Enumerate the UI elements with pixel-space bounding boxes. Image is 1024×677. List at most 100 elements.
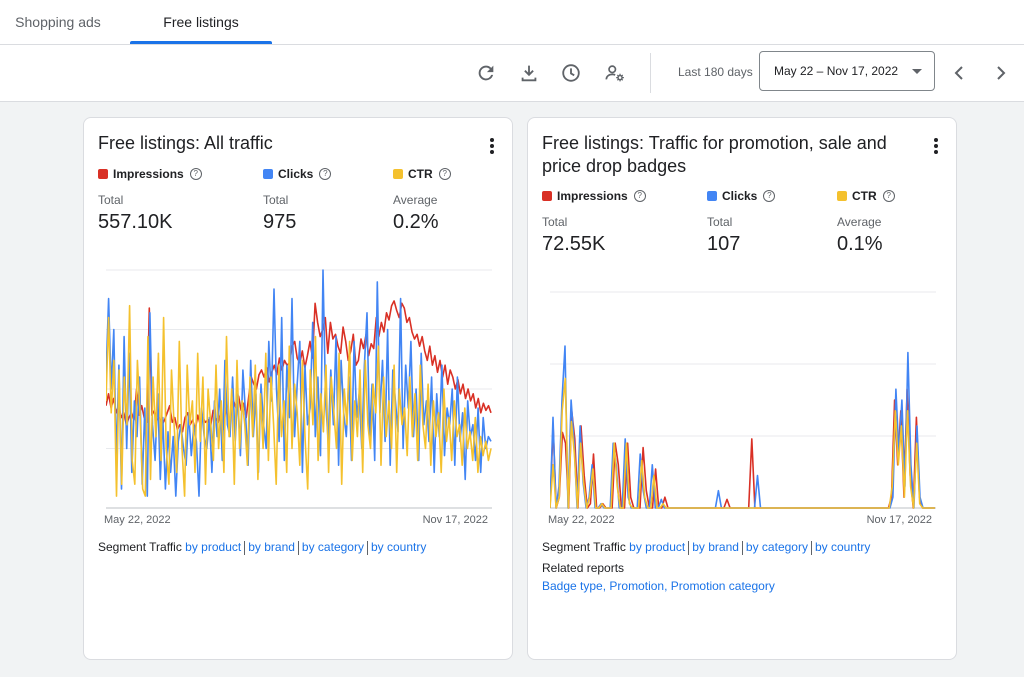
dropdown-arrow-icon bbox=[912, 69, 922, 74]
chevron-left-icon bbox=[954, 66, 963, 80]
series-line-ctr bbox=[106, 304, 492, 497]
series-line-clicks bbox=[106, 269, 492, 497]
active-tab-indicator bbox=[130, 41, 272, 44]
metric-value: 0.2% bbox=[393, 211, 439, 233]
download-button[interactable] bbox=[517, 61, 541, 85]
link-badge-type[interactable]: Badge type bbox=[542, 579, 603, 593]
tab-shopping-ads[interactable]: Shopping ads bbox=[0, 0, 116, 44]
link-by-product[interactable]: by product bbox=[185, 540, 242, 554]
impressions-swatch bbox=[98, 169, 108, 179]
card-title: Free listings: All traffic bbox=[98, 133, 273, 153]
link-by-category[interactable]: by category bbox=[745, 540, 808, 554]
related-reports-links: Badge type, Promotion, Promotion categor… bbox=[542, 579, 775, 593]
x-axis-start-label: May 22, 2022 bbox=[548, 514, 615, 526]
link-divider bbox=[688, 540, 690, 555]
link-promotion[interactable]: Promotion bbox=[609, 579, 665, 593]
metric-sub: Average bbox=[393, 193, 438, 207]
card-title: Free listings: Traffic for promotion, sa… bbox=[542, 133, 887, 176]
help-icon[interactable]: ? bbox=[763, 190, 776, 202]
metric-value: 0.1% bbox=[837, 233, 883, 255]
metric-label: CTR bbox=[852, 189, 877, 203]
link-divider bbox=[366, 540, 368, 555]
metric-sub: Average bbox=[837, 215, 882, 229]
refresh-icon bbox=[478, 65, 494, 81]
manage-access-button[interactable] bbox=[603, 61, 627, 85]
history-icon bbox=[562, 64, 580, 82]
metric-sub: Total bbox=[707, 215, 733, 229]
link-by-brand[interactable]: by brand bbox=[248, 540, 295, 554]
previous-period-button[interactable] bbox=[947, 61, 971, 85]
tab-bar: Shopping ads Free listings bbox=[0, 0, 1024, 45]
metric-ctr: CTR? Average 0.2% bbox=[393, 167, 451, 234]
toolbar: Last 180 days May 22 – Nov 17, 2022 bbox=[0, 45, 1024, 102]
refresh-button[interactable] bbox=[474, 61, 498, 85]
help-icon[interactable]: ? bbox=[438, 168, 451, 180]
metric-impressions: Impressions? Total 72.55K bbox=[542, 189, 646, 256]
metric-sub: Total bbox=[98, 193, 124, 207]
link-by-category[interactable]: by category bbox=[301, 540, 364, 554]
date-range-select[interactable]: May 22 – Nov 17, 2022 bbox=[759, 51, 935, 91]
series-line-ctr bbox=[550, 377, 935, 509]
x-axis-end-label: Nov 17, 2022 bbox=[866, 514, 932, 526]
history-button[interactable] bbox=[559, 61, 583, 85]
link-divider bbox=[297, 540, 299, 555]
link-by-product[interactable]: by product bbox=[629, 540, 686, 554]
impressions-swatch bbox=[542, 191, 552, 201]
link-divider bbox=[741, 540, 743, 555]
clicks-swatch bbox=[707, 191, 717, 201]
metric-clicks: Clicks? Total 975 bbox=[263, 167, 332, 234]
next-period-button[interactable] bbox=[989, 61, 1013, 85]
series-line-impressions bbox=[550, 388, 935, 509]
metric-sub: Total bbox=[542, 215, 568, 229]
link-divider bbox=[244, 540, 246, 555]
more-options-button[interactable] bbox=[484, 136, 500, 156]
link-by-country[interactable]: by country bbox=[814, 540, 871, 554]
metric-label: Clicks bbox=[722, 189, 758, 203]
link-by-country[interactable]: by country bbox=[370, 540, 427, 554]
metric-value: 975 bbox=[263, 211, 297, 233]
traffic-chart bbox=[106, 269, 492, 509]
chevron-right-icon bbox=[997, 66, 1006, 80]
metric-impressions: Impressions? Total 557.10K bbox=[98, 167, 202, 234]
link-divider bbox=[810, 540, 812, 555]
link-by-brand[interactable]: by brand bbox=[692, 540, 739, 554]
segment-traffic: Segment Traffic by product by brand by cat… bbox=[98, 540, 426, 555]
metric-label: CTR bbox=[408, 167, 433, 181]
toolbar-divider bbox=[650, 53, 651, 93]
help-icon[interactable]: ? bbox=[633, 190, 646, 202]
metric-value: 72.55K bbox=[542, 233, 606, 255]
segment-label: Segment Traffic bbox=[98, 540, 182, 554]
x-axis-end-label: Nov 17, 2022 bbox=[422, 514, 488, 526]
manage-access-icon bbox=[605, 65, 624, 82]
card-promotion-badges: Free listings: Traffic for promotion, sa… bbox=[527, 117, 957, 660]
tab-free-listings[interactable]: Free listings bbox=[130, 0, 272, 44]
more-options-button[interactable] bbox=[928, 136, 944, 156]
metric-label: Clicks bbox=[278, 167, 314, 181]
metric-sub: Total bbox=[263, 193, 289, 207]
help-icon[interactable]: ? bbox=[189, 168, 202, 180]
link-promotion-category[interactable]: Promotion category bbox=[670, 579, 775, 593]
metric-label: Impressions bbox=[113, 167, 184, 181]
x-axis-start-label: May 22, 2022 bbox=[104, 514, 171, 526]
help-icon[interactable]: ? bbox=[882, 190, 895, 202]
metric-ctr: CTR? Average 0.1% bbox=[837, 189, 895, 256]
tab-label: Shopping ads bbox=[15, 14, 101, 30]
ctr-swatch bbox=[837, 191, 847, 201]
help-icon[interactable]: ? bbox=[319, 168, 332, 180]
related-reports-title: Related reports bbox=[542, 561, 625, 575]
date-range-value: May 22 – Nov 17, 2022 bbox=[774, 64, 899, 78]
clicks-swatch bbox=[263, 169, 273, 179]
segment-label: Segment Traffic bbox=[542, 540, 626, 554]
metric-value: 557.10K bbox=[98, 211, 173, 233]
card-all-traffic: Free listings: All traffic Impressions? … bbox=[83, 117, 513, 660]
ctr-swatch bbox=[393, 169, 403, 179]
metric-value: 107 bbox=[707, 233, 741, 255]
range-label: Last 180 days bbox=[678, 65, 753, 79]
series-line-clicks bbox=[550, 345, 935, 509]
segment-traffic: Segment Traffic by product by brand by cat… bbox=[542, 540, 870, 555]
badge-traffic-chart bbox=[550, 291, 936, 509]
download-icon bbox=[521, 65, 537, 82]
tab-label: Free listings bbox=[163, 14, 239, 30]
metric-label: Impressions bbox=[557, 189, 628, 203]
metric-clicks: Clicks? Total 107 bbox=[707, 189, 776, 256]
